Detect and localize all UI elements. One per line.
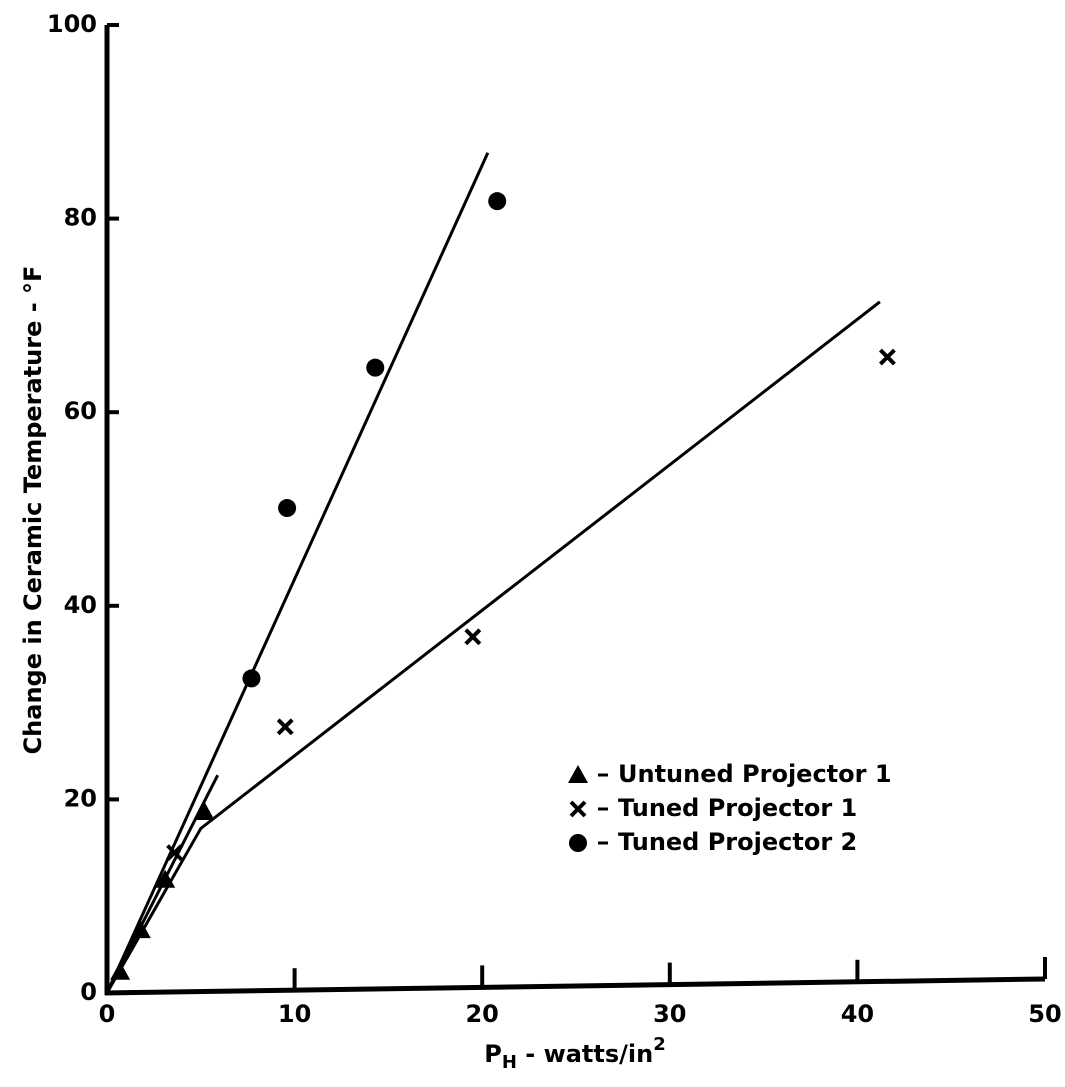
circle-marker bbox=[242, 669, 261, 688]
fit-line bbox=[105, 300, 881, 994]
y-tick-label: 60 bbox=[64, 397, 97, 425]
x-tick-label: 50 bbox=[1028, 1000, 1061, 1028]
circle-marker bbox=[278, 499, 297, 518]
x-label-sup: 2 bbox=[653, 1034, 666, 1055]
x-tick-label: 10 bbox=[278, 1000, 311, 1028]
triangle-marker bbox=[110, 961, 131, 980]
y-tick-label: 100 bbox=[47, 10, 97, 38]
x-tick-label: 0 bbox=[99, 1000, 116, 1028]
x-label-rest: - watts/in bbox=[517, 1040, 653, 1068]
x-marker bbox=[879, 348, 896, 366]
x-label-sub: H bbox=[502, 1052, 517, 1073]
y-tick-label: 80 bbox=[64, 204, 97, 232]
y-tick-label: 0 bbox=[80, 978, 97, 1006]
y-tick-label: 40 bbox=[64, 591, 97, 619]
legend-label: Tuned Projector 2 bbox=[618, 828, 857, 856]
triangle-marker bbox=[130, 920, 151, 939]
x-label-main: P bbox=[484, 1040, 502, 1068]
triangle-marker bbox=[155, 869, 176, 888]
y-axis-label: Change in Ceramic Temperature - °F bbox=[19, 266, 47, 755]
triangle-marker bbox=[194, 801, 215, 820]
x-tick-label: 30 bbox=[653, 1000, 686, 1028]
x-tick-label: 40 bbox=[841, 1000, 874, 1028]
legend-marker bbox=[569, 834, 587, 852]
legend-marker bbox=[569, 800, 587, 818]
x-axis-label: PH - watts/in2 bbox=[484, 1034, 666, 1073]
legend-label: Tuned Projector 1 bbox=[618, 794, 857, 822]
x-marker bbox=[166, 844, 183, 862]
x-axis bbox=[104, 976, 1046, 996]
x-tick-label: 20 bbox=[465, 1000, 498, 1028]
x-marker bbox=[276, 718, 294, 736]
circle-marker bbox=[488, 192, 507, 211]
y-tick-label: 20 bbox=[64, 784, 97, 812]
legend-marker bbox=[568, 765, 588, 783]
fit-line bbox=[105, 152, 490, 994]
legend-label: Untuned Projector 1 bbox=[618, 760, 892, 788]
x-marker bbox=[464, 628, 482, 646]
circle-marker bbox=[366, 358, 385, 377]
